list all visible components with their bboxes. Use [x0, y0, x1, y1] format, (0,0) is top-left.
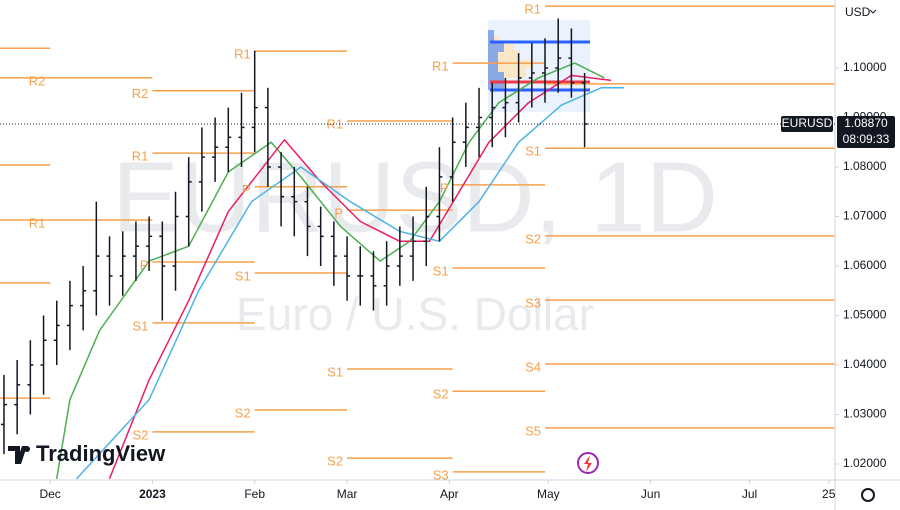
- x-tick-label: 25: [822, 487, 836, 501]
- currency-caret: [869, 9, 877, 14]
- y-tick-label: 1.04000: [843, 357, 887, 371]
- pivot-label: R2: [132, 86, 149, 101]
- x-tick-label: Dec: [39, 487, 60, 501]
- pivot-label: R1: [234, 47, 251, 62]
- y-tick-label: 1.10000: [843, 60, 887, 74]
- countdown: 08:09:33: [843, 132, 890, 146]
- symbol-badge: [781, 115, 833, 132]
- pivot-label: R1: [29, 215, 46, 230]
- symbol-label: EURUSD: [782, 116, 833, 130]
- brand: TradingView: [36, 441, 166, 466]
- pivot-label: R1: [326, 116, 343, 131]
- pivot-label: P: [440, 180, 449, 195]
- pivot-label: P: [334, 206, 343, 221]
- pivot-label: S3: [433, 467, 449, 482]
- y-tick-label: 1.03000: [843, 407, 887, 421]
- pivot-label: S3: [525, 296, 541, 311]
- pivot-label: S1: [327, 364, 343, 379]
- lightning-icon[interactable]: [577, 452, 599, 474]
- moving-average: [108, 74, 612, 480]
- watermark-description: Euro / U.S. Dollar: [236, 288, 594, 340]
- pivot-label: P: [242, 182, 251, 197]
- pivot-label: S1: [235, 268, 251, 283]
- x-tick-label: Apr: [440, 487, 459, 501]
- pivot-label: P: [140, 257, 149, 272]
- moving-average: [55, 62, 605, 480]
- pivot-label: R1: [432, 59, 449, 74]
- pivot-label: S4: [525, 359, 541, 374]
- x-tick-label: May: [537, 487, 560, 501]
- x-tick-label: Mar: [337, 487, 358, 501]
- pivot-label: S2: [133, 427, 149, 442]
- settings-icon[interactable]: [861, 488, 875, 502]
- pivot-label: R1: [524, 2, 541, 17]
- x-tick-label: Jun: [641, 487, 660, 501]
- pivot-label: R2: [29, 73, 46, 88]
- y-tick-label: 1.08000: [843, 159, 887, 173]
- pivot-label: S5: [525, 423, 541, 438]
- y-tick-label: 1.06000: [843, 258, 887, 272]
- pivot-label: S1: [433, 263, 449, 278]
- volume-profile: [488, 30, 504, 90]
- price-badge: [837, 115, 895, 148]
- pivot-label: R1: [132, 149, 149, 164]
- price-label: 1.08870: [844, 116, 888, 130]
- pivot-label: S2: [433, 387, 449, 402]
- currency: USD: [845, 5, 871, 19]
- pivot-label: S1: [525, 144, 541, 159]
- watermark: EURUSD, 1D: [112, 141, 718, 253]
- pivot-label: S2: [235, 405, 251, 420]
- x-tick-label: Jul: [742, 487, 757, 501]
- x-tick-label: 2023: [139, 487, 166, 501]
- pivot-label: S2: [525, 231, 541, 246]
- pivot-label: S2: [327, 454, 343, 469]
- plot: [0, 5, 835, 480]
- x-tick-label: Feb: [244, 487, 265, 501]
- y-tick-label: 1.07000: [843, 209, 887, 223]
- brand-logo: TradingView: [8, 441, 166, 466]
- pivot-label: S1: [133, 318, 149, 333]
- y-tick-label: 1.05000: [843, 308, 887, 322]
- y-tick-label: 1.02000: [843, 456, 887, 470]
